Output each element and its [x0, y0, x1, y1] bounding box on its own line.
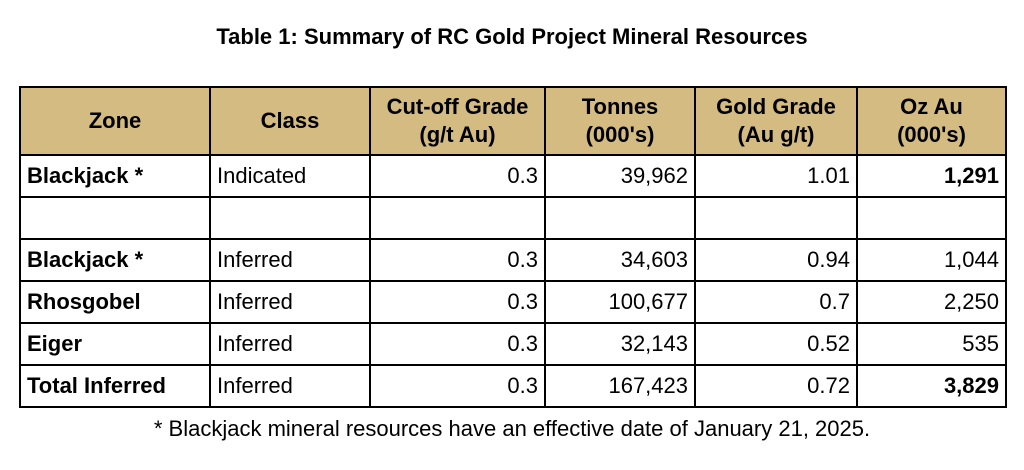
class-cell: Indicated	[209, 154, 371, 198]
tonnes-cell: 39,962	[544, 154, 696, 198]
oz-cell: 1,291	[856, 154, 1007, 198]
zone-cell: Blackjack *	[19, 154, 211, 198]
header-zone: Zone	[19, 86, 211, 156]
cutoff-cell: 0.3	[369, 322, 546, 366]
cutoff-cell: 0.3	[369, 154, 546, 198]
header-class: Class	[209, 86, 371, 156]
header-gold-grade: Gold Grade (Au g/t)	[694, 86, 858, 156]
empty-cell	[694, 196, 858, 240]
oz-cell: 3,829	[856, 364, 1007, 408]
oz-cell: 1,044	[856, 238, 1007, 282]
class-cell: Inferred	[209, 280, 371, 324]
empty-cell	[369, 196, 546, 240]
class-cell: Inferred	[209, 364, 371, 408]
header-oz-au: Oz Au (000's)	[856, 86, 1007, 156]
header-cutoff-grade: Cut-off Grade (g/t Au)	[369, 86, 546, 156]
table-title: Table 1: Summary of RC Gold Project Mine…	[216, 24, 808, 49]
zone-cell: Blackjack *	[19, 238, 211, 282]
header-row: Zone Class Cut-off Grade (g/t Au) Tonnes(…	[19, 86, 1007, 156]
empty-cell	[544, 196, 696, 240]
oz-cell: 535	[856, 322, 1007, 366]
grade-cell: 0.52	[694, 322, 858, 366]
cutoff-cell: 0.3	[369, 238, 546, 282]
tonnes-cell: 32,143	[544, 322, 696, 366]
table-row: Eiger Inferred 0.3 32,143 0.52 535	[19, 322, 1007, 366]
header-tonnes: Tonnes (000's)	[544, 86, 696, 156]
cutoff-cell: 0.3	[369, 364, 546, 408]
table-body: Blackjack * Indicated 0.3 39,962 1.01 1,…	[19, 154, 1007, 408]
grade-cell: 1.01	[694, 154, 858, 198]
footnote: * Blackjack mineral resources have an ef…	[153, 416, 871, 441]
grade-cell: 0.7	[694, 280, 858, 324]
grade-cell: 0.94	[694, 238, 858, 282]
class-cell: Inferred	[209, 238, 371, 282]
class-cell: Inferred	[209, 322, 371, 366]
empty-cell	[856, 196, 1007, 240]
table-row: Blackjack * Indicated 0.3 39,962 1.01 1,…	[19, 154, 1007, 198]
tonnes-cell: 167,423	[544, 364, 696, 408]
zone-cell: Eiger	[19, 322, 211, 366]
tonnes-cell: 34,603	[544, 238, 696, 282]
oz-cell: 2,250	[856, 280, 1007, 324]
mineral-resources-table: Zone Class Cut-off Grade (g/t Au) Tonnes(…	[19, 86, 1007, 408]
empty-cell	[19, 196, 211, 240]
table-row: Rhosgobel Inferred 0.3 100,677 0.7 2,250	[19, 280, 1007, 324]
zone-cell: Rhosgobel	[19, 280, 211, 324]
zone-cell: Total Inferred	[19, 364, 211, 408]
empty-cell	[209, 196, 371, 240]
cutoff-cell: 0.3	[369, 280, 546, 324]
grade-cell: 0.72	[694, 364, 858, 408]
table-row: Blackjack * Inferred 0.3 34,603 0.94 1,0…	[19, 238, 1007, 282]
total-row: Total Inferred Inferred 0.3 167,423 0.72…	[19, 364, 1007, 408]
blank-row	[19, 196, 1007, 240]
tonnes-cell: 100,677	[544, 280, 696, 324]
